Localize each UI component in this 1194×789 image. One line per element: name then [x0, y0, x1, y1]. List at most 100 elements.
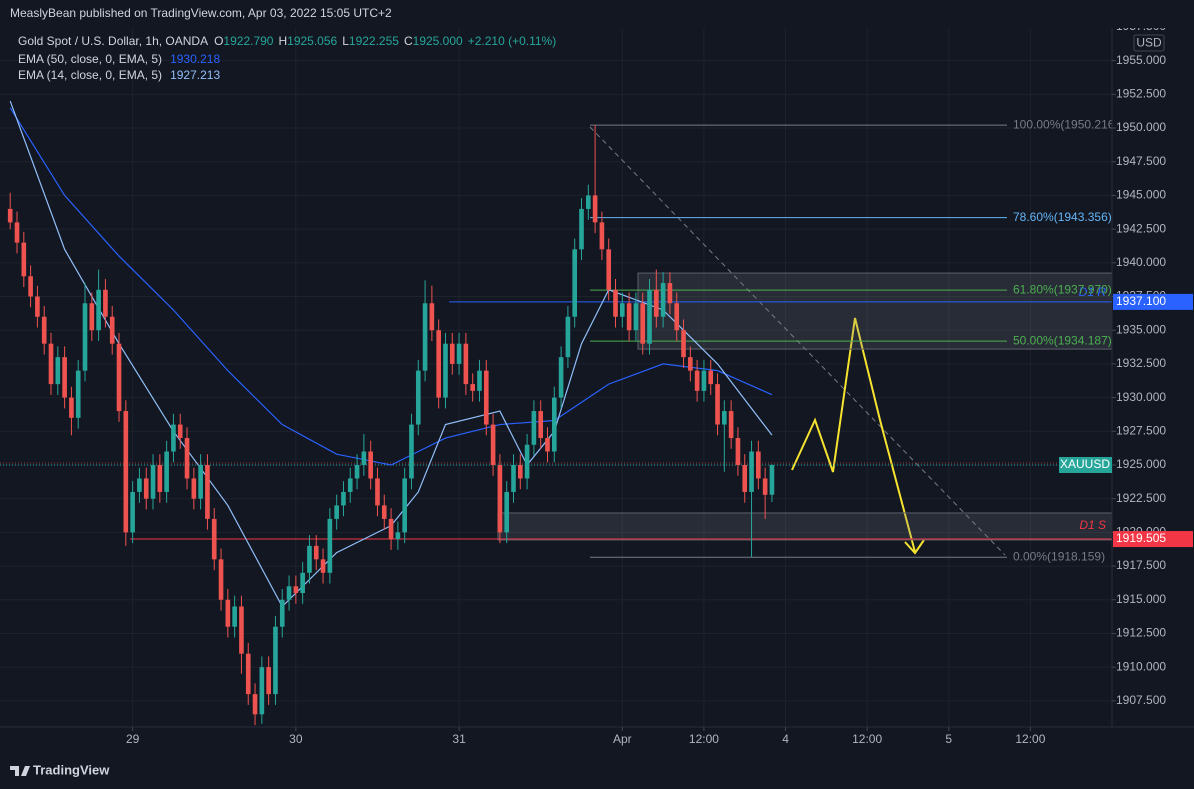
candle-body — [735, 438, 741, 465]
candle-body — [422, 303, 428, 371]
candle-body — [75, 370, 81, 418]
candle-body — [354, 464, 360, 479]
candle-body — [7, 208, 13, 223]
candle-body — [266, 667, 271, 695]
candle-body — [572, 249, 578, 317]
candle-body — [205, 464, 210, 519]
candle-body — [456, 343, 462, 364]
candle-body — [728, 411, 734, 439]
candle-body — [504, 491, 510, 533]
symbol: Gold Spot / U.S. Dollar, 1h, OANDA — [18, 34, 208, 48]
level-tag-label: 1919.505 — [1116, 531, 1166, 545]
candle-body — [463, 343, 469, 385]
candle-body — [69, 397, 74, 418]
fib-label: 0.00%(1918.159) — [1013, 549, 1105, 563]
brand-logo — [10, 766, 30, 776]
candle-body — [273, 626, 278, 695]
candle-body — [130, 491, 135, 533]
candle-body — [708, 370, 714, 385]
y-tick-label: 1947.500 — [1116, 154, 1166, 168]
candle-body — [415, 370, 421, 425]
x-tick-label: 12:00 — [1015, 732, 1045, 746]
y-tick-label: 1945.000 — [1116, 188, 1166, 202]
indicator-name: EMA (14, close, 0, EMA, 5) — [18, 68, 162, 82]
candle-body — [137, 478, 142, 492]
level-tag — [1113, 531, 1193, 548]
candle-body — [599, 222, 605, 250]
candle-body — [395, 532, 401, 540]
candle-body — [239, 606, 244, 654]
indicator-label: EMA (14, close, 0, EMA, 5) 1927.213 — [18, 68, 220, 82]
axes: 1907.500 1910.000 1912.500 1915.000 1917.500… — [126, 19, 1193, 746]
y-tick-label: 1912.500 — [1116, 626, 1166, 640]
ohlc-value: 1925.056 — [287, 34, 337, 48]
candle-body — [143, 478, 149, 499]
candle-body — [483, 370, 489, 425]
candle-body — [640, 303, 646, 344]
candle-body — [477, 370, 482, 391]
change: +2.210 (+0.11%) — [468, 34, 557, 48]
y-tick-label: 1927.500 — [1116, 423, 1166, 437]
candle-body — [436, 330, 441, 398]
y-tick-label: 1910.000 — [1116, 659, 1166, 673]
candle-body — [606, 249, 612, 290]
candle-body — [674, 303, 680, 331]
candle-body — [585, 195, 591, 209]
ohlc-value: 1922.255 — [349, 34, 399, 48]
candle-body — [177, 424, 183, 439]
candle-body — [388, 518, 394, 540]
candle-body — [368, 451, 373, 479]
candle-body — [14, 222, 20, 243]
y-tick-label: 1915.000 — [1116, 592, 1166, 606]
level-tag — [1113, 293, 1193, 310]
overlay: D1 R D1 S 100.00%(1950.216) 78.60%(1943.356… — [0, 117, 1112, 563]
x-tick-label: Apr — [613, 732, 632, 746]
candle-body — [756, 451, 761, 479]
ohlc-value: 1922.790 — [223, 34, 273, 48]
candle-body — [701, 370, 707, 391]
candle-body — [341, 491, 346, 506]
ohlc-value: 1925.000 — [413, 34, 463, 48]
candle-body — [191, 478, 197, 499]
candle-body — [762, 478, 768, 495]
ohlc-key: C — [404, 34, 413, 48]
x-tick-label: 29 — [126, 732, 140, 746]
candle-body — [103, 289, 108, 317]
candle-body — [722, 411, 727, 425]
candle-body — [688, 357, 693, 371]
fib-label: 78.60%(1943.356) — [1013, 210, 1112, 224]
candle-body — [116, 343, 122, 412]
candle-body — [123, 411, 129, 533]
price-tag-label: XAUUSD — [1060, 457, 1110, 471]
fib-label: 50.00%(1934.187) — [1013, 333, 1112, 347]
candle-body — [89, 303, 95, 331]
candle-body — [613, 289, 618, 317]
candle-body — [449, 343, 455, 364]
indicator-value: 1927.213 — [170, 68, 220, 82]
zone — [637, 272, 1112, 350]
candle-body — [545, 438, 550, 452]
y-tick-label: 1950.000 — [1116, 120, 1166, 134]
candle-body — [334, 505, 339, 519]
candle-body — [164, 451, 169, 492]
y-tick-label: 1907.500 — [1116, 693, 1166, 707]
y-tick-label: 1935.000 — [1116, 322, 1166, 336]
candle-body — [742, 464, 748, 492]
candle-body — [667, 283, 673, 304]
candle-body — [28, 276, 33, 297]
plot — [7, 100, 775, 726]
ohlc-key: O — [214, 34, 223, 48]
candle-body — [184, 438, 190, 479]
indicator-legend: EMA (50, close, 0, EMA, 5) 1930.218 EMA (1… — [18, 52, 220, 82]
indicator-name: EMA (50, close, 0, EMA, 5) — [18, 52, 162, 66]
grid — [0, 0, 1112, 727]
candle-body — [579, 208, 584, 250]
candle-body — [769, 464, 775, 495]
candle-body — [497, 464, 503, 533]
candle-body — [55, 357, 61, 385]
candle-body — [538, 411, 544, 439]
candle-body — [109, 316, 115, 344]
candle-body — [619, 303, 625, 317]
candle-body — [409, 424, 414, 479]
fib-label: 61.80%(1937.970) — [1013, 282, 1112, 296]
